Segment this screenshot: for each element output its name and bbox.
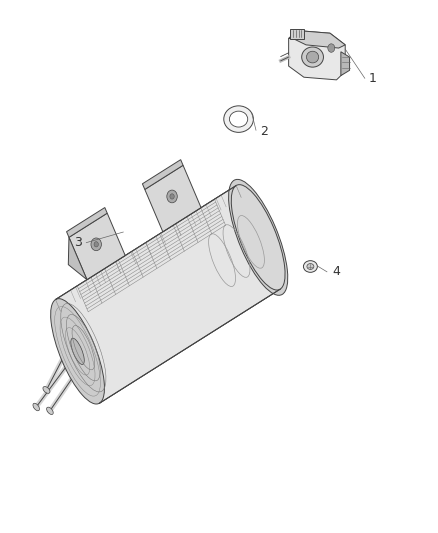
Circle shape <box>91 238 102 251</box>
Ellipse shape <box>33 403 39 411</box>
Ellipse shape <box>51 298 104 404</box>
Polygon shape <box>145 165 201 232</box>
Polygon shape <box>69 213 125 280</box>
Ellipse shape <box>304 261 318 272</box>
Text: 4: 4 <box>332 265 340 278</box>
Text: 3: 3 <box>74 236 82 249</box>
Ellipse shape <box>230 111 248 127</box>
Polygon shape <box>289 30 345 80</box>
Polygon shape <box>67 207 107 237</box>
Ellipse shape <box>231 184 285 290</box>
Ellipse shape <box>231 184 285 290</box>
Circle shape <box>328 44 335 52</box>
Polygon shape <box>68 237 87 280</box>
Ellipse shape <box>307 51 319 63</box>
Polygon shape <box>289 30 345 48</box>
Ellipse shape <box>46 407 53 415</box>
Polygon shape <box>341 52 350 76</box>
Ellipse shape <box>229 180 288 295</box>
Ellipse shape <box>71 338 84 365</box>
Polygon shape <box>56 185 280 403</box>
Ellipse shape <box>307 264 314 269</box>
Polygon shape <box>290 29 304 38</box>
Polygon shape <box>56 185 280 403</box>
Polygon shape <box>142 160 183 189</box>
Text: 1: 1 <box>369 72 377 85</box>
Ellipse shape <box>224 106 253 132</box>
Circle shape <box>94 241 99 247</box>
Circle shape <box>170 194 174 199</box>
Circle shape <box>167 190 177 203</box>
Text: 2: 2 <box>260 125 268 138</box>
Ellipse shape <box>302 47 323 67</box>
Ellipse shape <box>43 386 50 393</box>
